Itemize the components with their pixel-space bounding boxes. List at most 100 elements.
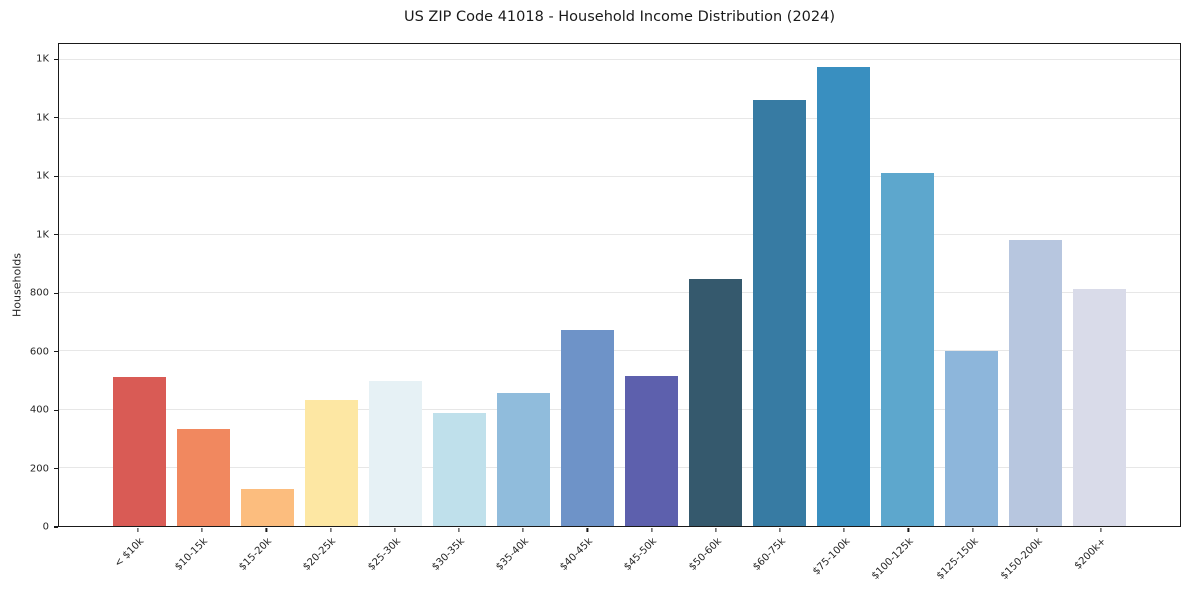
x-tick-slot [427, 527, 491, 532]
bar-slot [107, 44, 171, 526]
y-tick-mark [54, 467, 58, 470]
y-axis-ticks: 0 200 400 600 800 1K 1K 1K 1K [0, 43, 58, 533]
gridline [59, 233, 1180, 235]
gridline [59, 117, 1180, 119]
gridline [59, 350, 1180, 352]
x-tick-label: < $10k [112, 536, 146, 570]
x-label-slot: $35-40k [491, 534, 555, 586]
x-tick-mark [715, 527, 717, 532]
x-label-slot: $30-35k [427, 534, 491, 586]
x-label-slot: $10-15k [170, 534, 234, 586]
bar-slot [555, 44, 619, 526]
x-tick-slot [1069, 527, 1133, 532]
bar-slot [171, 44, 235, 526]
x-tick-slot [1005, 527, 1069, 532]
bar [625, 375, 679, 526]
x-label-slot: $200k+ [1069, 534, 1133, 586]
x-tick-slot [491, 527, 555, 532]
gridline [59, 408, 1180, 410]
x-tick-slot [170, 527, 234, 532]
x-tick-label: $10-15k [173, 536, 211, 573]
x-tick-mark [971, 527, 974, 532]
x-tick-label: $150-200k [998, 536, 1045, 582]
y-tick-label: 1K [36, 53, 49, 65]
x-tick-slot [940, 527, 1004, 532]
chart-title: US ZIP Code 41018 - Household Income Dis… [403, 9, 836, 25]
x-tick-slot [812, 527, 876, 532]
x-tick-label: $15-20k [237, 536, 275, 573]
bar [240, 489, 294, 526]
x-label-slot: $75-100k [810, 534, 876, 586]
x-label-slot: $100-125k [870, 534, 940, 586]
x-label-slot: $40-45k [555, 534, 619, 586]
x-tick-slot [876, 527, 940, 532]
gridline [59, 292, 1180, 294]
x-tick-label: $30-35k [429, 536, 467, 573]
x-tick-mark [265, 527, 268, 532]
bar [368, 381, 422, 526]
x-tick-label: $25-30k [365, 536, 403, 573]
x-tick-slot [620, 527, 684, 532]
y-tick-mark [54, 117, 58, 119]
x-tick-mark [330, 527, 332, 532]
x-axis-ticks [58, 527, 1181, 532]
x-tick-mark [1100, 527, 1102, 532]
y-tick-mark [54, 292, 58, 294]
x-label-slot: $150-200k [999, 534, 1069, 586]
x-tick-label: $20-25k [301, 536, 339, 573]
x-axis-labels: < $10k $10-15k $15-20k $20-25k $25-30k $30-35… [58, 534, 1181, 586]
x-label-slot: $25-30k [363, 534, 427, 586]
y-tick-label: 400 [29, 404, 49, 416]
y-tick-mark [54, 58, 58, 60]
x-tick-mark [651, 527, 653, 532]
x-tick-mark [522, 527, 524, 532]
x-tick-slot [299, 527, 363, 532]
bar [496, 392, 550, 526]
bar-slot [427, 44, 491, 526]
x-label-slot: $50-60k [684, 534, 748, 586]
y-tick-mark [54, 234, 58, 236]
bar-slot [1004, 44, 1068, 526]
x-tick-label: $45-50k [622, 536, 660, 573]
bar [817, 67, 871, 526]
x-tick-mark [201, 527, 203, 532]
y-tick-mark [54, 175, 58, 177]
x-tick-label: $200k+ [1072, 536, 1109, 572]
gridline [59, 175, 1180, 177]
bar [560, 330, 614, 526]
x-tick-slot [363, 527, 427, 532]
x-label-slot: $125-150k [934, 534, 1004, 586]
y-tick-label: 800 [29, 287, 49, 299]
bar-slot [684, 44, 748, 526]
x-tick-label: $35-40k [494, 536, 531, 573]
y-tick-label: 1K [36, 112, 49, 124]
bar [689, 278, 743, 526]
plot-area [58, 43, 1181, 527]
bar [1009, 239, 1063, 526]
bar [432, 412, 486, 526]
bars-layer [59, 44, 1180, 526]
y-tick-label: 1K [36, 229, 49, 241]
y-tick-mark [54, 351, 58, 353]
bar [881, 173, 935, 526]
bar [304, 399, 358, 526]
x-tick-slot [106, 527, 170, 532]
x-tick-mark [779, 527, 781, 532]
y-tick-label: 600 [29, 346, 49, 358]
x-label-slot: < $10k [106, 534, 170, 586]
x-tick-mark [137, 527, 139, 532]
bar-slot [876, 44, 940, 526]
y-tick-label: 200 [29, 463, 49, 475]
x-tick-label: $50-60k [686, 536, 724, 573]
bar [945, 351, 999, 526]
bar [112, 376, 166, 526]
x-tick-label: $75-100k [810, 536, 852, 578]
x-tick-slot [234, 527, 298, 532]
bar-slot [620, 44, 684, 526]
x-tick-slot [555, 527, 619, 532]
gridlines-layer [59, 44, 1180, 526]
bar-slot [812, 44, 876, 526]
bar-slot [363, 44, 427, 526]
x-label-slot: $15-20k [234, 534, 298, 586]
